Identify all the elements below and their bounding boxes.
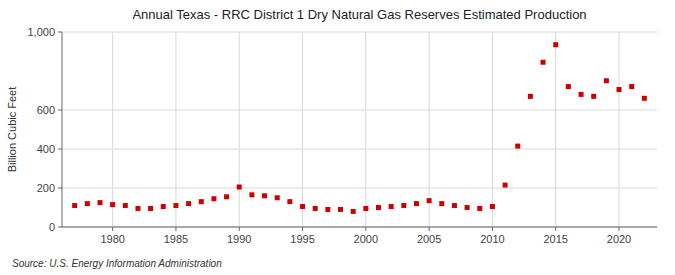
x-grid-line [619, 32, 620, 227]
scatter-point [541, 60, 546, 65]
scatter-point [199, 199, 204, 204]
scatter-point [249, 192, 254, 197]
x-tick-label: 1995 [290, 233, 314, 245]
grid [62, 32, 657, 227]
y-tick-label: 200 [37, 182, 55, 194]
y-axis-label: Billion Cubic Feet [6, 87, 18, 173]
scatter-point [313, 206, 318, 211]
scatter-point [85, 201, 90, 206]
scatter-point [452, 203, 457, 208]
scatter-point [591, 94, 596, 99]
scatter-point [477, 206, 482, 211]
scatter-point [503, 183, 508, 188]
scatter-point [224, 194, 229, 199]
scatter-point [110, 202, 115, 207]
x-tick-label: 2015 [543, 233, 567, 245]
scatter-point [237, 185, 242, 190]
scatter-point [123, 203, 128, 208]
x-tick [619, 227, 620, 231]
scatter-point [338, 207, 343, 212]
scatter-point [262, 193, 267, 198]
x-tick-label: 1990 [227, 233, 251, 245]
scatter-point [439, 201, 444, 206]
scatter-point [528, 94, 533, 99]
x-grid-line [365, 32, 366, 227]
chart-container: Annual Texas - RRC District 1 Dry Natura… [0, 0, 675, 275]
x-grid-line [112, 32, 113, 227]
scatter-point [211, 196, 216, 201]
x-tick-label: 2020 [607, 233, 631, 245]
y-tick [58, 227, 62, 228]
scatter-point [148, 206, 153, 211]
x-tick [239, 227, 240, 231]
y-grid-line [62, 149, 657, 150]
y-axis-line [62, 32, 63, 227]
x-grid-line [175, 32, 176, 227]
y-tick-label: 600 [37, 104, 55, 116]
scatter-point [97, 200, 102, 205]
x-tick [175, 227, 176, 231]
x-grid-line [239, 32, 240, 227]
x-tick-label: 2010 [480, 233, 504, 245]
scatter-point [161, 204, 166, 209]
y-grid-line [62, 32, 657, 33]
axes: 0 200 400 600 1,000 1980 1985 1990 1995 2000 2005 2… [27, 26, 657, 245]
scatter-point [465, 205, 470, 210]
y-tick [58, 188, 62, 189]
scatter-point [490, 204, 495, 209]
scatter-point [300, 204, 305, 209]
x-grid-line [492, 32, 493, 227]
scatter-point [629, 84, 634, 89]
chart-svg: Annual Texas - RRC District 1 Dry Natura… [0, 0, 675, 275]
scatter-point [401, 203, 406, 208]
x-tick [112, 227, 113, 231]
scatter-point [389, 204, 394, 209]
y-tick-label: 400 [37, 143, 55, 155]
x-tick-label: 1985 [164, 233, 188, 245]
scatter-point [515, 144, 520, 149]
x-tick-label: 2000 [354, 233, 378, 245]
scatter-point [135, 206, 140, 211]
scatter-point [414, 201, 419, 206]
scatter-point [186, 201, 191, 206]
scatter-point [72, 203, 77, 208]
scatter-point [579, 92, 584, 97]
scatter-point [617, 87, 622, 92]
scatter-point [325, 207, 330, 212]
y-grid-line [62, 227, 657, 228]
scatter-point [363, 206, 368, 211]
y-tick [58, 110, 62, 111]
x-tick [555, 227, 556, 231]
scatter-point [376, 205, 381, 210]
points [72, 42, 647, 214]
y-grid-line [62, 110, 657, 111]
scatter-point [604, 78, 609, 83]
scatter-point [287, 199, 292, 204]
y-tick-label: 0 [49, 221, 55, 233]
scatter-point [566, 84, 571, 89]
y-tick [58, 149, 62, 150]
x-grid-line [555, 32, 556, 227]
y-tick [58, 32, 62, 33]
x-axis-line [62, 227, 657, 228]
y-tick-label: 1,000 [27, 26, 55, 38]
source-note: Source: U.S. Energy Information Administ… [12, 258, 222, 269]
title: Annual Texas - RRC District 1 Dry Natura… [132, 7, 586, 22]
x-tick [492, 227, 493, 231]
x-grid-line [302, 32, 303, 227]
y-grid-line [62, 188, 657, 189]
x-tick [302, 227, 303, 231]
scatter-point [351, 209, 356, 214]
scatter-point [553, 42, 558, 47]
scatter-point [427, 198, 432, 203]
x-tick [365, 227, 366, 231]
scatter-point [275, 195, 280, 200]
x-tick [429, 227, 430, 231]
x-grid-line [429, 32, 430, 227]
x-tick-label: 2005 [417, 233, 441, 245]
scatter-point [173, 203, 178, 208]
scatter-point [642, 96, 647, 101]
x-tick-label: 1980 [100, 233, 124, 245]
